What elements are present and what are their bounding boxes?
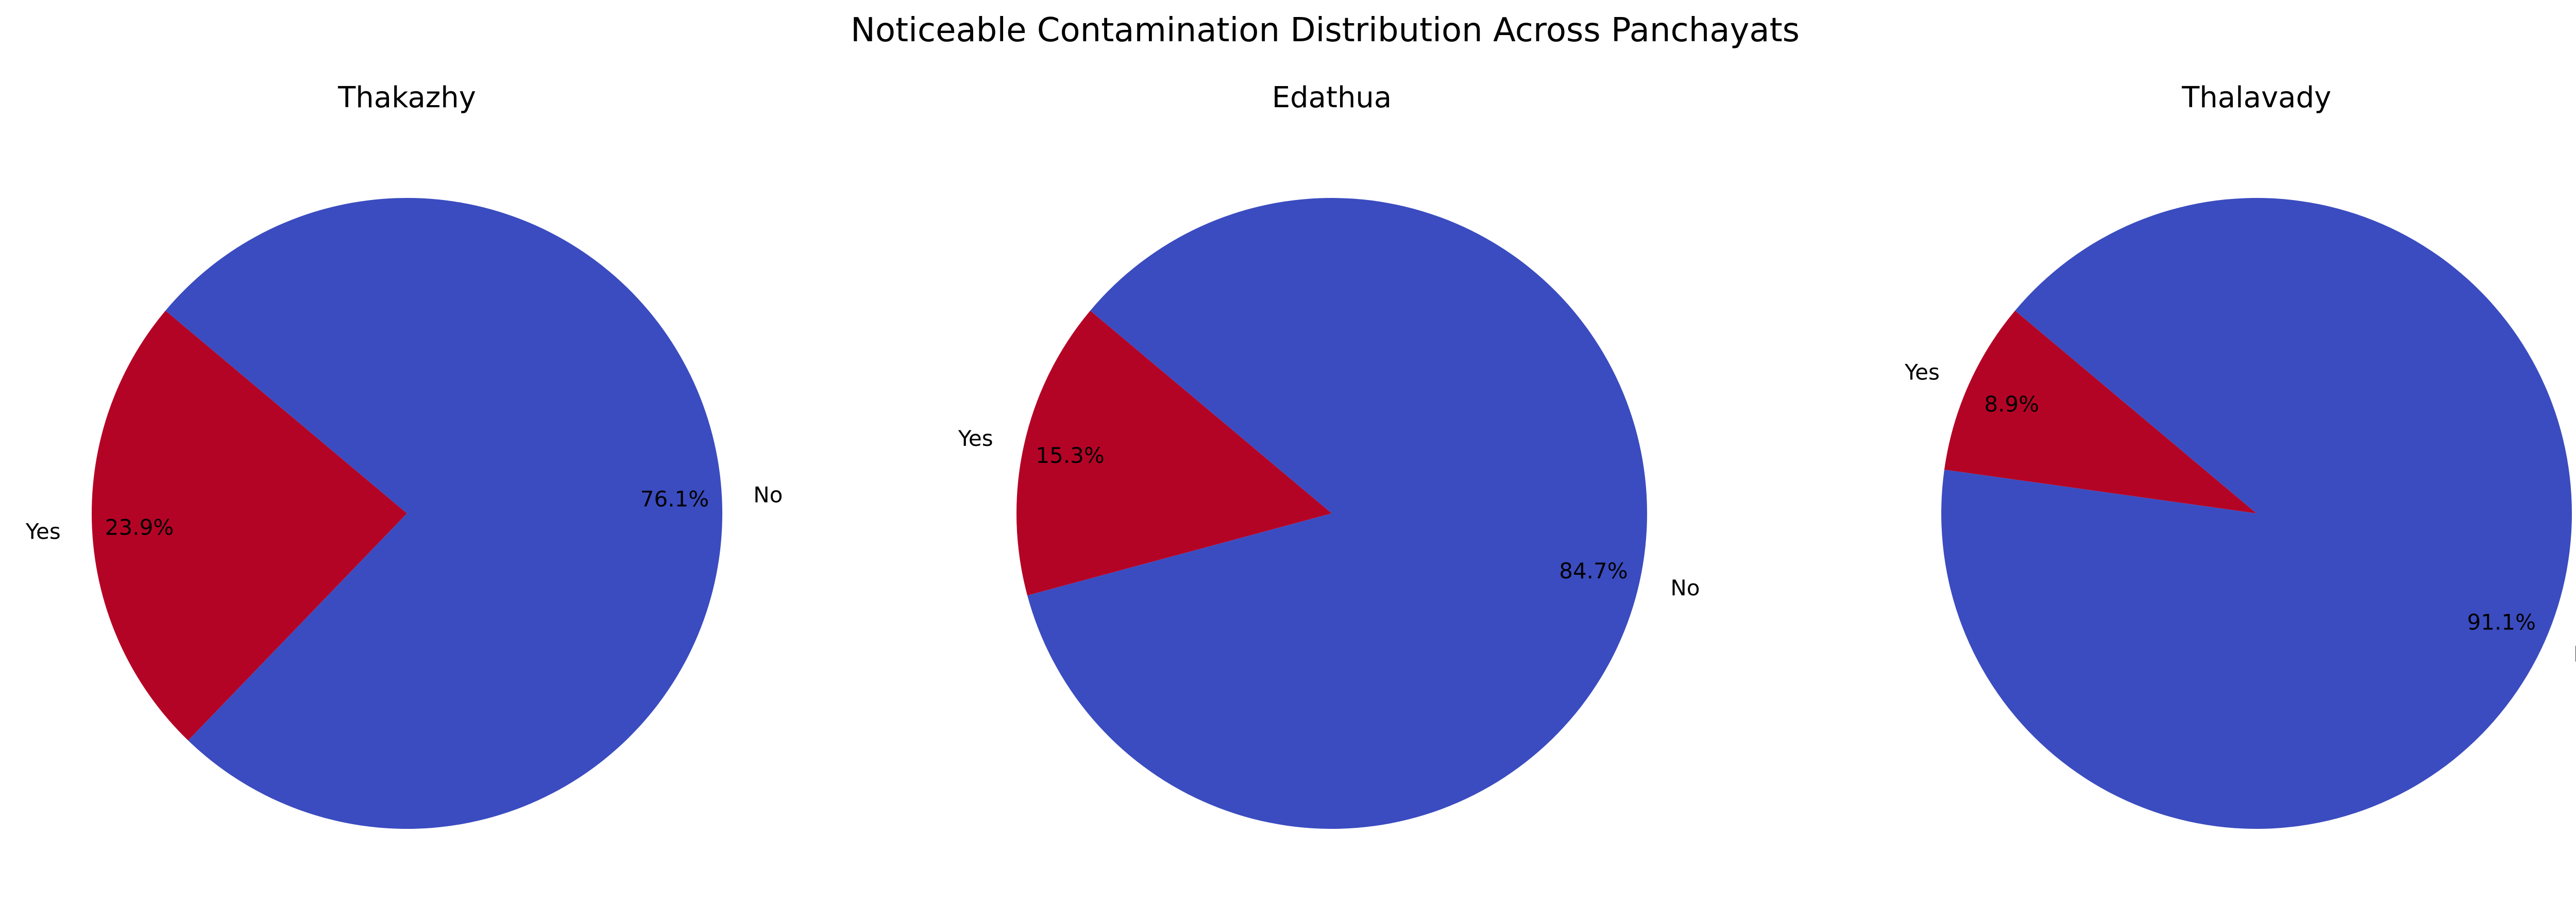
pie-slice-no [165,197,722,829]
pie-label-yes: Yes [25,519,61,544]
pie-chart-0: Thakazhy Yes 23.9% No 76.1% [25,81,783,829]
pie-slice-yes [1944,310,2257,513]
pie-title: Edathua [1272,81,1392,114]
pie-label-yes: Yes [958,426,993,451]
pie-label-no: No [753,482,783,508]
pie-percent-yes: 8.9% [1984,392,2039,417]
pie-label-no: No [2573,642,2576,667]
pie-percent-yes: 23.9% [105,514,174,540]
pie-title: Thakazhy [337,81,476,114]
pie-percent-yes: 15.3% [1036,443,1104,468]
pie-charts: Thakazhy Yes 23.9% No 76.1% Edathua Yes 15.3% No… [25,81,2576,829]
pie-slice-yes [1016,310,1332,596]
pie-label-no: No [1670,575,1700,601]
pie-chart-1: Edathua Yes 15.3% No 84.7% [958,81,1700,829]
pie-label-yes: Yes [1904,359,1940,385]
pie-slice-no [1027,198,1647,829]
pie-slice-yes [92,310,407,741]
pie-percent-no: 91.1% [2467,609,2536,635]
pie-chart-2: Thalavady Yes 8.9% No 91.1% [1904,81,2576,829]
pie-percent-no: 84.7% [1559,558,1628,583]
pie-slice-no [1941,197,2572,829]
figure-title: Noticeable Contamination Distribution Ac… [851,11,1800,49]
pie-title: Thalavady [2181,81,2331,114]
pie-percent-no: 76.1% [640,487,709,512]
